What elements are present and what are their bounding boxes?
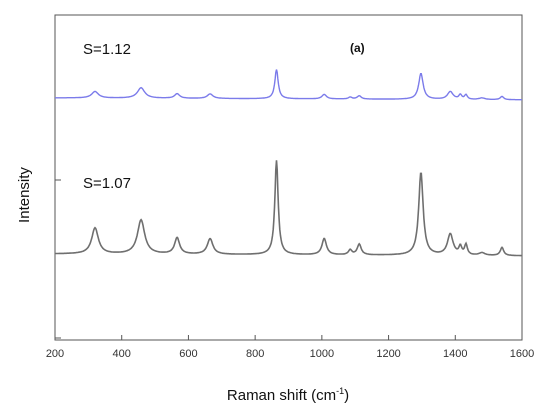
x-tick-label: 1200 <box>376 348 400 360</box>
x-tick-label: 600 <box>179 348 197 360</box>
x-tick-label: 1000 <box>310 348 334 360</box>
x-tick-label: 400 <box>113 348 131 360</box>
x-tick-label: 800 <box>246 348 264 360</box>
x-axis-title-close: ) <box>344 387 349 404</box>
panel-label: (a) <box>350 41 365 55</box>
x-tick-label: 1600 <box>510 348 534 360</box>
x-tick-label: 1400 <box>443 348 467 360</box>
x-axis-title-sup: -1 <box>336 386 344 396</box>
x-axis-title: Raman shift (cm-1) <box>227 386 349 404</box>
x-axis-ticks: 200 400 600 800 1000 1200 1400 1600 <box>46 335 534 360</box>
x-tick-label: 200 <box>46 348 64 360</box>
series-label-s107: S=1.07 <box>83 175 131 192</box>
plot-frame <box>54 14 523 341</box>
y-axis-title: Intensity <box>16 167 33 223</box>
series-label-s112: S=1.12 <box>83 41 131 58</box>
series-line-s112 <box>55 69 522 101</box>
series-line-s107 <box>55 160 522 257</box>
x-axis-title-main: Raman shift (cm <box>227 387 336 404</box>
